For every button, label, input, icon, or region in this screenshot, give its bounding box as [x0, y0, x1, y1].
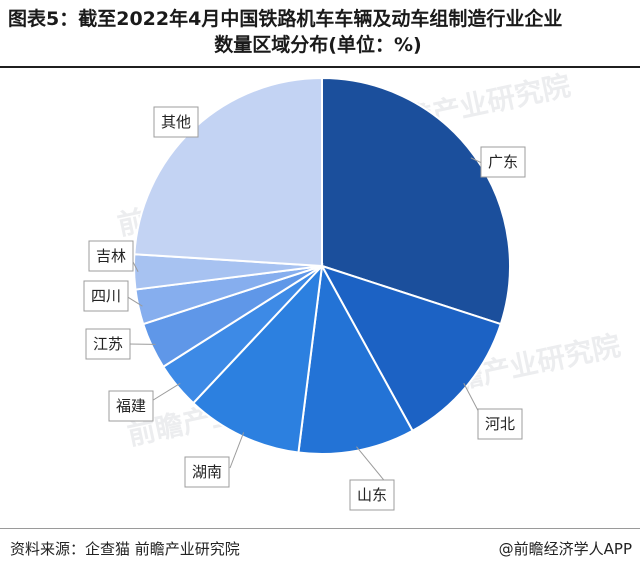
slice-label: 河北	[485, 415, 515, 433]
slice-label: 山东	[357, 486, 387, 504]
slice-label: 江苏	[93, 335, 123, 353]
brand-credit: @前瞻经济学人APP	[498, 540, 632, 558]
leader-line	[125, 295, 143, 307]
slice-label-box	[184, 456, 230, 488]
slice-label-box	[83, 280, 129, 312]
pie-slice-3	[297, 262, 414, 455]
slice-label-box	[153, 106, 199, 138]
chart-title: 图表5：截至2022年4月中国铁路机车车辆及动车组制造行业企业 数量区域分布(单…	[8, 6, 628, 58]
slice-label: 吉林	[96, 247, 126, 265]
footer-divider	[0, 528, 640, 529]
slice-label-box	[85, 328, 131, 360]
chart-title-line2: 数量区域分布(单位：%)	[214, 34, 422, 56]
title-divider	[0, 66, 640, 68]
slice-label-box	[349, 479, 395, 511]
leader-line	[229, 432, 245, 469]
slice-label: 湖南	[192, 463, 222, 481]
slice-label-box	[108, 390, 154, 422]
pie-slice-1	[321, 76, 511, 326]
slice-label: 福建	[116, 397, 146, 415]
slice-label-box	[88, 240, 134, 272]
slice-label-box	[480, 146, 526, 178]
slice-label: 广东	[488, 153, 518, 171]
pie-slice-9	[133, 76, 323, 268]
chart-title-line1: 图表5：截至2022年4月中国铁路机车车辆及动车组制造行业企业	[8, 8, 563, 30]
leader-line	[149, 382, 181, 403]
source-note: 资料来源：企查猫 前瞻产业研究院	[10, 540, 240, 558]
pie-chart: 前瞻产业研究院前瞻产业研究院前瞻产业研究院前瞻产业研究院 广东河北山东湖南福建江…	[83, 70, 623, 511]
slice-label: 其他	[161, 113, 191, 131]
slice-label-box	[477, 408, 523, 440]
pie-slices	[133, 76, 511, 455]
slice-label: 四川	[91, 287, 121, 305]
pie-slice-2	[319, 264, 503, 433]
